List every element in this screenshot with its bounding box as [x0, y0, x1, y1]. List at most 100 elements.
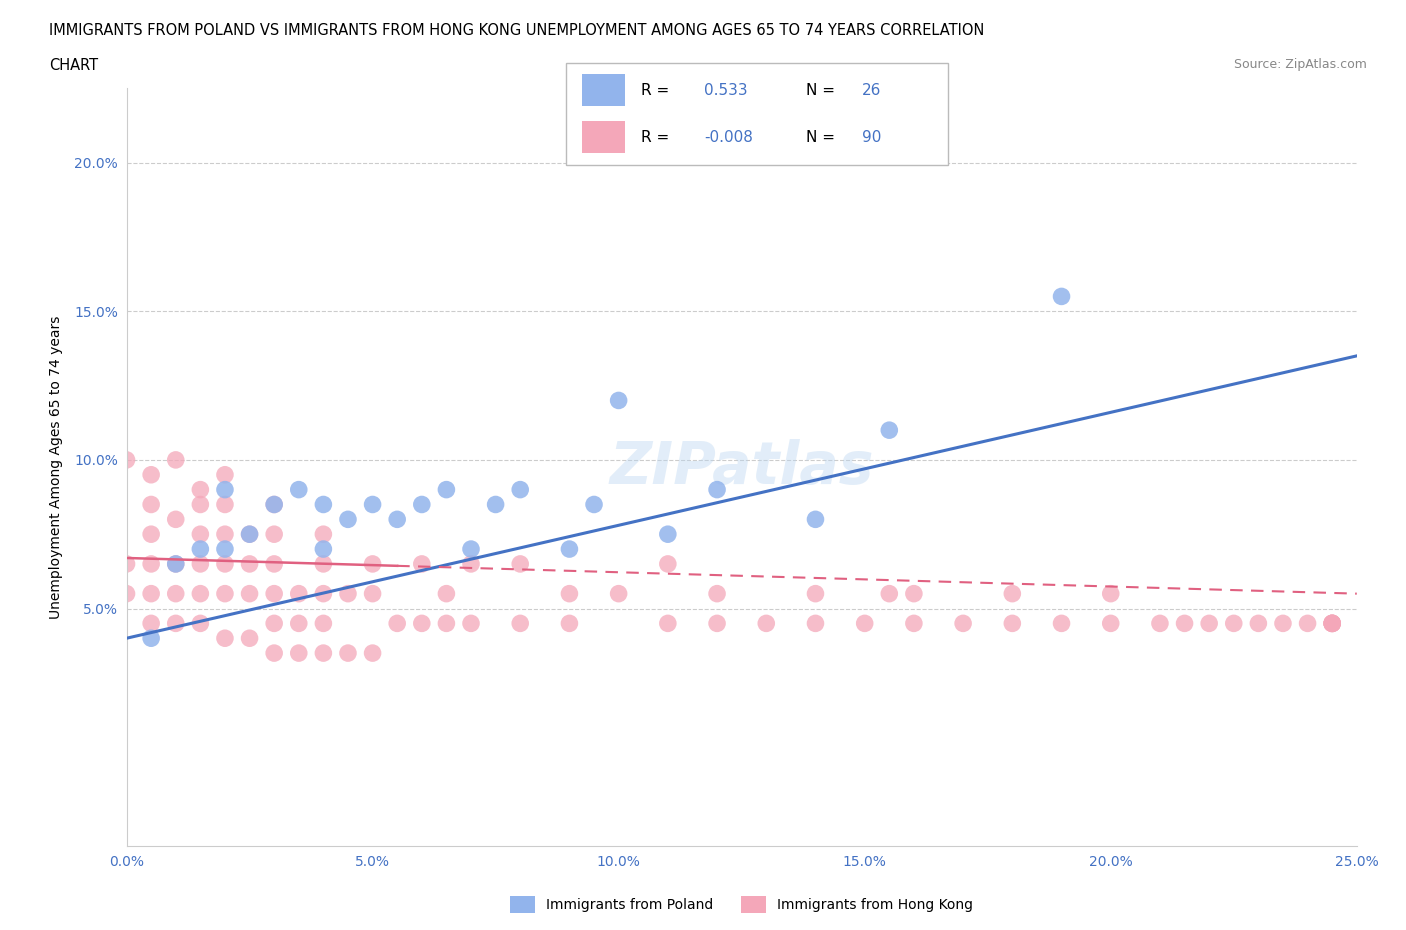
Point	[214, 482, 236, 497]
Point	[385, 616, 409, 631]
Text: R =: R =	[641, 83, 675, 98]
Point	[1247, 616, 1270, 631]
Text: IMMIGRANTS FROM POLAND VS IMMIGRANTS FROM HONG KONG UNEMPLOYMENT AMONG AGES 65 T: IMMIGRANTS FROM POLAND VS IMMIGRANTS FRO…	[49, 23, 984, 38]
Point	[141, 526, 162, 541]
Text: Source: ZipAtlas.com: Source: ZipAtlas.com	[1233, 58, 1367, 71]
Point	[361, 586, 384, 601]
Point	[312, 497, 335, 512]
Point	[214, 526, 236, 541]
Point	[1322, 616, 1344, 631]
Point	[115, 453, 138, 468]
Point	[165, 556, 187, 571]
FancyBboxPatch shape	[567, 62, 948, 166]
Point	[509, 556, 531, 571]
Point	[509, 482, 531, 497]
Point	[460, 541, 482, 556]
Point	[287, 645, 309, 660]
Point	[1322, 616, 1344, 631]
Point	[1322, 616, 1344, 631]
Point	[1001, 616, 1024, 631]
Point	[1001, 586, 1024, 601]
Point	[1173, 616, 1195, 631]
Point	[337, 512, 360, 526]
Point	[214, 631, 236, 645]
Point	[657, 526, 679, 541]
Point	[484, 497, 508, 512]
Point	[337, 586, 360, 601]
Point	[165, 586, 187, 601]
Point	[411, 616, 433, 631]
Point	[657, 556, 679, 571]
Point	[706, 482, 728, 497]
Point	[188, 556, 211, 571]
Point	[312, 586, 335, 601]
Point	[460, 616, 482, 631]
Point	[312, 616, 335, 631]
Point	[188, 541, 211, 556]
Point	[287, 586, 309, 601]
Point	[263, 497, 285, 512]
Bar	[582, 74, 626, 106]
Point	[188, 526, 211, 541]
Text: R =: R =	[641, 130, 675, 145]
Point	[312, 556, 335, 571]
Point	[558, 616, 581, 631]
Point	[214, 556, 236, 571]
Point	[141, 467, 162, 482]
Point	[287, 616, 309, 631]
Point	[1322, 616, 1344, 631]
Point	[706, 586, 728, 601]
Point	[214, 467, 236, 482]
Point	[312, 526, 335, 541]
Point	[115, 556, 138, 571]
Point	[165, 453, 187, 468]
Point	[263, 586, 285, 601]
Point	[1149, 616, 1171, 631]
Point	[188, 482, 211, 497]
Point	[312, 541, 335, 556]
Point	[1271, 616, 1294, 631]
Point	[214, 541, 236, 556]
Point	[361, 497, 384, 512]
Text: 26: 26	[862, 83, 882, 98]
Text: 0.533: 0.533	[704, 83, 748, 98]
Text: N =: N =	[807, 130, 841, 145]
Point	[165, 556, 187, 571]
Point	[263, 616, 285, 631]
Text: CHART: CHART	[49, 58, 98, 73]
Point	[411, 556, 433, 571]
Y-axis label: Unemployment Among Ages 65 to 74 years: Unemployment Among Ages 65 to 74 years	[49, 315, 63, 619]
Point	[165, 616, 187, 631]
Point	[337, 645, 360, 660]
Point	[239, 526, 262, 541]
Point	[214, 586, 236, 601]
Point	[263, 526, 285, 541]
Point	[263, 556, 285, 571]
Point	[607, 586, 630, 601]
Point	[903, 616, 925, 631]
Point	[509, 616, 531, 631]
Point	[903, 586, 925, 601]
Point	[706, 616, 728, 631]
Point	[582, 497, 605, 512]
Point	[436, 482, 458, 497]
Point	[804, 512, 827, 526]
Point	[239, 556, 262, 571]
Point	[436, 586, 458, 601]
Point	[141, 616, 162, 631]
Text: ZIPatlas: ZIPatlas	[609, 439, 875, 496]
Point	[755, 616, 778, 631]
Point	[804, 586, 827, 601]
Point	[952, 616, 974, 631]
Legend: Immigrants from Poland, Immigrants from Hong Kong: Immigrants from Poland, Immigrants from …	[505, 891, 979, 919]
Text: -0.008: -0.008	[704, 130, 754, 145]
Point	[558, 541, 581, 556]
Point	[239, 631, 262, 645]
Point	[607, 393, 630, 408]
Point	[1198, 616, 1220, 631]
Point	[1050, 616, 1073, 631]
Point	[239, 526, 262, 541]
Point	[115, 586, 138, 601]
Point	[1099, 586, 1122, 601]
Text: N =: N =	[807, 83, 841, 98]
